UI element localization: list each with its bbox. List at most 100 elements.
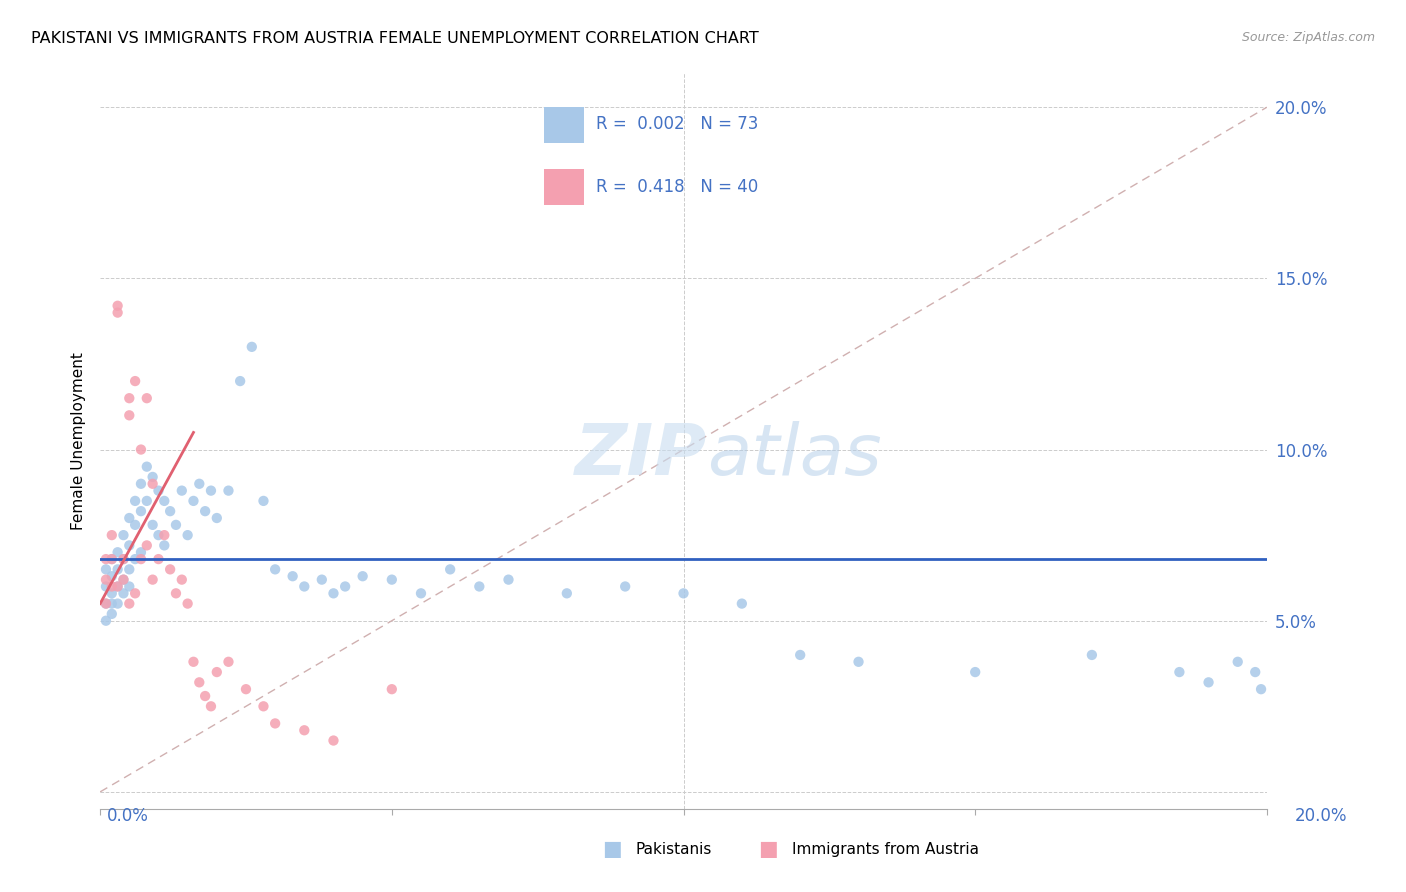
Point (101, 528, 124, 542)
Point (129, 552, 152, 566)
Point (468, 579, 491, 593)
Point (170, 483, 193, 498)
Point (107, 597, 129, 611)
Point (555, 586, 578, 600)
Point (118, 409, 141, 423)
Point (129, 442, 152, 457)
Point (439, 562, 461, 576)
Point (1168, 665, 1191, 679)
Point (118, 511, 141, 525)
Point (129, 504, 152, 518)
Point (112, 573, 135, 587)
Point (165, 586, 187, 600)
Text: atlas: atlas (707, 421, 882, 491)
Point (848, 655, 870, 669)
Point (322, 586, 344, 600)
Point (264, 716, 287, 731)
Point (135, 494, 157, 508)
Text: ■: ■ (602, 839, 621, 859)
Point (118, 597, 141, 611)
Text: ZIP: ZIP (575, 421, 707, 491)
Point (409, 586, 432, 600)
Point (129, 545, 152, 559)
Point (112, 552, 135, 566)
Point (176, 528, 198, 542)
Point (381, 573, 404, 587)
Point (176, 597, 198, 611)
Point (142, 517, 165, 532)
Point (94, 597, 117, 611)
Point (159, 562, 181, 576)
Point (217, 483, 239, 498)
Point (292, 723, 315, 738)
Point (107, 299, 129, 313)
Point (112, 573, 135, 587)
Point (252, 699, 274, 714)
Point (107, 305, 129, 319)
Point (311, 573, 333, 587)
Point (107, 579, 129, 593)
Text: PAKISTANI VS IMMIGRANTS FROM AUSTRIA FEMALE UNEMPLOYMENT CORRELATION CHART: PAKISTANI VS IMMIGRANTS FROM AUSTRIA FEM… (31, 31, 759, 46)
Point (124, 494, 146, 508)
Point (153, 538, 176, 552)
Point (142, 476, 165, 491)
Point (94, 552, 117, 566)
Point (1250, 682, 1272, 697)
Point (118, 579, 141, 593)
Point (142, 573, 165, 587)
Point (153, 494, 176, 508)
Point (94, 573, 117, 587)
Point (194, 689, 217, 703)
Point (142, 470, 165, 484)
Point (498, 573, 520, 587)
Point (107, 579, 129, 593)
Point (188, 675, 211, 690)
Point (381, 682, 404, 697)
Point (135, 538, 157, 552)
Point (94, 597, 117, 611)
Point (292, 579, 315, 593)
Point (1226, 655, 1249, 669)
Point (118, 391, 141, 405)
Point (135, 391, 157, 405)
Point (101, 586, 124, 600)
Point (148, 552, 170, 566)
Point (240, 340, 263, 354)
Point (281, 569, 304, 583)
Point (129, 476, 152, 491)
Point (205, 665, 228, 679)
Point (333, 579, 356, 593)
Point (101, 597, 124, 611)
Text: 20.0%: 20.0% (1295, 807, 1347, 825)
Point (112, 586, 135, 600)
Point (101, 569, 124, 583)
Point (118, 538, 141, 552)
Point (112, 528, 135, 542)
Point (200, 483, 222, 498)
Text: Pakistanis: Pakistanis (636, 842, 711, 856)
Point (229, 374, 252, 388)
Point (112, 552, 135, 566)
Point (1244, 665, 1267, 679)
Point (101, 552, 124, 566)
Text: ■: ■ (758, 839, 778, 859)
Point (252, 494, 274, 508)
Point (183, 655, 205, 669)
Point (322, 733, 344, 747)
Point (200, 699, 222, 714)
Point (1198, 675, 1220, 690)
Point (217, 655, 239, 669)
Point (235, 682, 257, 697)
Point (165, 517, 187, 532)
Point (148, 483, 170, 498)
Point (101, 607, 124, 621)
Point (94, 562, 117, 576)
Y-axis label: Female Unemployment: Female Unemployment (72, 352, 86, 530)
Point (170, 573, 193, 587)
Point (614, 579, 637, 593)
Point (94, 579, 117, 593)
Text: 0.0%: 0.0% (107, 807, 149, 825)
Point (153, 528, 176, 542)
Point (118, 562, 141, 576)
Point (789, 648, 811, 662)
